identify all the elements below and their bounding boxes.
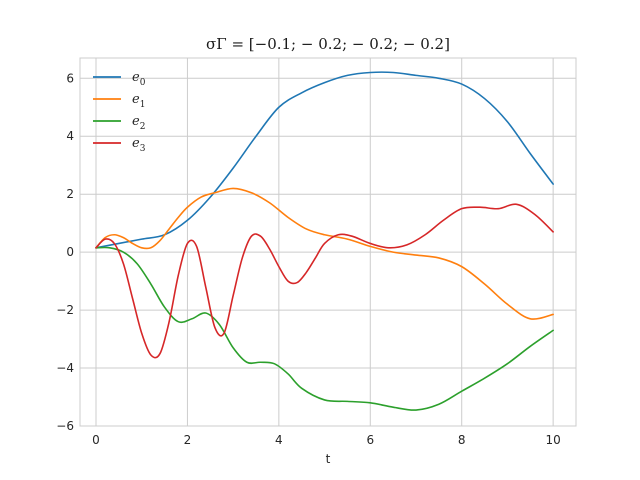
y-tick-label: 2	[66, 187, 74, 201]
x-axis-label: t	[326, 452, 331, 466]
y-tick-label: 4	[66, 129, 74, 143]
grid	[80, 58, 576, 427]
series-layer	[95, 71, 554, 411]
chart-title: σΓ = [−0.1; − 0.2; − 0.2; − 0.2]	[206, 35, 450, 53]
series-line-e1	[95, 187, 554, 320]
legend-label-e3: e3	[132, 136, 146, 154]
series-line-e2	[95, 246, 554, 411]
plot-frame	[79, 57, 577, 427]
x-tick-label: 4	[275, 433, 283, 447]
x-tick-label: 0	[92, 433, 100, 447]
x-tick-label: 8	[458, 433, 466, 447]
x-tick-label: 2	[184, 433, 192, 447]
legend-label-e2: e2	[132, 114, 145, 132]
legend: e0 e1 e2 e3	[93, 70, 146, 154]
y-tick-label: 6	[66, 71, 74, 85]
y-tick-labels: −6 −4 −2 0 2 4 6	[56, 71, 74, 433]
series-line-e0	[95, 71, 554, 249]
y-tick-label: −4	[56, 361, 74, 375]
x-tick-labels: 0 2 4 6 8 10	[92, 433, 561, 447]
y-tick-label: 0	[66, 245, 74, 259]
series-line-e3	[95, 203, 554, 359]
x-tick-label: 6	[366, 433, 374, 447]
legend-label-e1: e1	[132, 92, 145, 110]
y-tick-label: −6	[56, 419, 74, 433]
legend-label-e0: e0	[132, 70, 146, 88]
x-tick-label: 10	[546, 433, 561, 447]
plot-background	[80, 58, 576, 426]
y-tick-label: −2	[56, 303, 74, 317]
